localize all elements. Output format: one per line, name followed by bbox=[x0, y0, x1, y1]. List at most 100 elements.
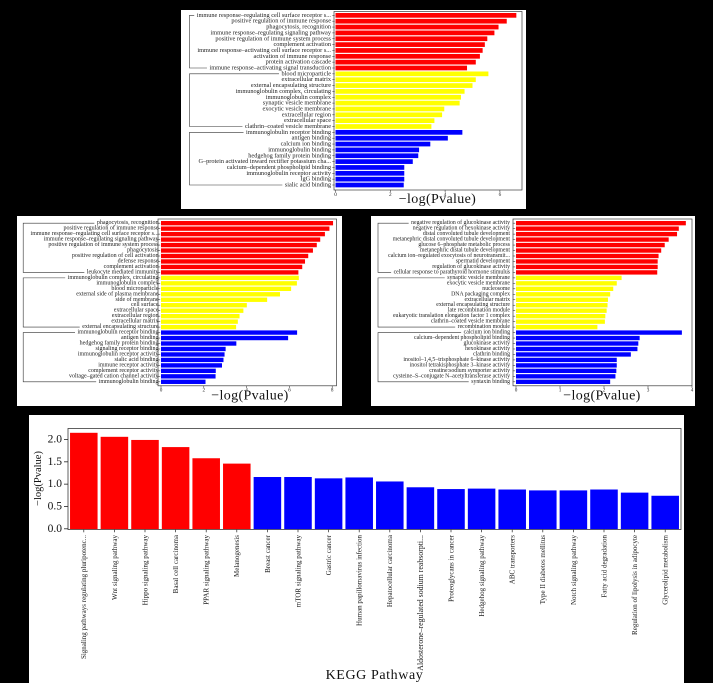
svg-text:nucleosome: nucleosome bbox=[482, 286, 510, 292]
svg-text:Breast cancer: Breast cancer bbox=[264, 534, 272, 573]
svg-text:phagocytosis, recognition: phagocytosis, recognition bbox=[97, 220, 159, 226]
svg-text:phagocytosis: phagocytosis bbox=[127, 248, 159, 254]
svg-text:antigen binding: antigen binding bbox=[292, 135, 332, 142]
svg-text:positive regulation of immune: positive regulation of immune response bbox=[231, 18, 331, 25]
svg-text:PPAR signaling pathway: PPAR signaling pathway bbox=[203, 535, 211, 605]
svg-text:immune response–regulating cel: immune response–regulating cell surface … bbox=[31, 230, 159, 237]
svg-text:hexokinase activity: hexokinase activity bbox=[465, 346, 510, 352]
svg-text:positive regulation of cell ac: positive regulation of cell activation bbox=[72, 252, 159, 259]
svg-text:external encapsulating structu: external encapsulating structure bbox=[436, 302, 510, 308]
svg-text:Aldosterone–regulated sodium r: Aldosterone–regulated sodium reabsorpti.… bbox=[416, 535, 425, 671]
svg-text:Hepatocellular carcinoma: Hepatocellular carcinoma bbox=[386, 534, 394, 607]
svg-text:−log(Pvalue): −log(Pvalue) bbox=[33, 451, 44, 506]
svg-text:Melanogenesis: Melanogenesis bbox=[233, 535, 241, 577]
svg-text:complement activation: complement activation bbox=[273, 41, 331, 48]
svg-text:phagocytosis, recognition: phagocytosis, recognition bbox=[266, 24, 332, 31]
svg-text:immune response–regulating sig: immune response–regulating signaling pat… bbox=[44, 237, 159, 243]
svg-text:metanephric distal convoluted: metanephric distal convoluted tubule dev… bbox=[393, 237, 511, 243]
svg-text:syntaxin binding: syntaxin binding bbox=[471, 379, 510, 385]
svg-text:Hedgehog signaling pathway: Hedgehog signaling pathway bbox=[478, 535, 486, 617]
svg-text:immunoglobulin receptor bindin: immunoglobulin receptor binding bbox=[246, 129, 332, 136]
svg-text:calcium ion–regulated exocytos: calcium ion–regulated exocytosis of neur… bbox=[388, 252, 510, 259]
svg-text:clathrin–coated vesicle membra: clathrin–coated vesicle membrane bbox=[245, 123, 331, 130]
svg-text:Regulation of lipolysis in adi: Regulation of lipolysis in adipocyte bbox=[631, 535, 639, 635]
svg-text:protein activation cascade: protein activation cascade bbox=[266, 59, 332, 66]
svg-text:immune response–activating cel: immune response–activating cell surface … bbox=[197, 47, 331, 54]
svg-text:1.0: 1.0 bbox=[48, 478, 63, 490]
svg-text:1.5: 1.5 bbox=[48, 456, 63, 468]
svg-text:0.5: 0.5 bbox=[48, 500, 63, 512]
svg-text:immune receptor activity: immune receptor activity bbox=[98, 362, 158, 368]
svg-text:defense response: defense response bbox=[118, 257, 159, 264]
svg-text:regulation of glucokinase acti: regulation of glucokinase activity bbox=[432, 263, 510, 270]
svg-text:external encapsulating structu: external encapsulating structure bbox=[251, 82, 331, 89]
svg-text:immunoglobulin complex, circul: immunoglobulin complex, circulating bbox=[68, 275, 159, 281]
svg-text:distal convoluted tubule devel: distal convoluted tubule development bbox=[423, 231, 510, 237]
svg-text:G–protein activated inward rec: G–protein activated inward rectifier pot… bbox=[198, 158, 331, 165]
svg-text:clathrin binding: clathrin binding bbox=[473, 351, 510, 357]
svg-text:exocytic vesicle membrane: exocytic vesicle membrane bbox=[262, 105, 331, 112]
svg-text:8: 8 bbox=[331, 388, 334, 394]
svg-text:2: 2 bbox=[603, 388, 606, 394]
svg-text:immunoglobulin receptor activi: immunoglobulin receptor activity bbox=[78, 351, 159, 357]
svg-text:calcium ion binding: calcium ion binding bbox=[464, 330, 510, 336]
svg-text:2: 2 bbox=[203, 388, 206, 394]
svg-text:leukocyte mediated immunity: leukocyte mediated immunity bbox=[87, 269, 159, 275]
svg-text:Wnt signaling pathway: Wnt signaling pathway bbox=[111, 535, 119, 600]
svg-text:exocytic vesicle membrane: exocytic vesicle membrane bbox=[447, 280, 511, 286]
svg-text:voltage–gated cation channel a: voltage–gated cation channel activity bbox=[69, 373, 158, 379]
svg-text:0.0: 0.0 bbox=[48, 523, 63, 535]
svg-text:Glycerolipid metabolism: Glycerolipid metabolism bbox=[662, 534, 670, 604]
svg-text:extracellular matrix: extracellular matrix bbox=[282, 76, 332, 83]
svg-text:3: 3 bbox=[647, 388, 650, 394]
svg-text:−log(Pvalue): −log(Pvalue) bbox=[563, 389, 640, 404]
svg-text:immunoglobulin receptor activi: immunoglobulin receptor activity bbox=[246, 170, 331, 177]
svg-text:extracellular space: extracellular space bbox=[284, 117, 331, 124]
svg-text:4: 4 bbox=[691, 388, 694, 394]
svg-text:immunoglobulin complex: immunoglobulin complex bbox=[96, 280, 158, 286]
svg-text:immune response–activating sig: immune response–activating signal transd… bbox=[209, 65, 331, 72]
svg-text:4: 4 bbox=[245, 388, 248, 394]
svg-text:6: 6 bbox=[499, 192, 502, 198]
svg-text:Notch signaling pathway: Notch signaling pathway bbox=[570, 535, 578, 605]
svg-text:immune response–regulating cel: immune response–regulating cell surface … bbox=[197, 12, 332, 19]
svg-text:recombination module: recombination module bbox=[458, 324, 511, 330]
svg-text:KEGG Pathway: KEGG Pathway bbox=[326, 668, 424, 683]
svg-text:complement receptor activity: complement receptor activity bbox=[88, 368, 158, 374]
svg-text:side of membrane: side of membrane bbox=[116, 296, 159, 303]
svg-text:Human papillomavirus infection: Human papillomavirus infection bbox=[356, 535, 364, 626]
svg-text:cell surface: cell surface bbox=[131, 301, 159, 308]
svg-text:calcium–dependent phospholipid: calcium–dependent phospholipid binding bbox=[414, 335, 510, 341]
svg-text:ABC transporters: ABC transporters bbox=[509, 535, 517, 584]
svg-text:sialic acid binding: sialic acid binding bbox=[285, 182, 332, 189]
svg-text:negative regulation of hexokin: negative regulation of hexokinase activi… bbox=[413, 225, 510, 232]
svg-text:Gastric cancer: Gastric cancer bbox=[325, 534, 333, 575]
svg-text:0: 0 bbox=[160, 388, 163, 394]
svg-text:eukaryotic translation elongat: eukaryotic translation elongation factor… bbox=[393, 312, 510, 319]
svg-text:cysteine–S–conjugate N–acetylt: cysteine–S–conjugate N–acetyltransferase… bbox=[393, 372, 510, 379]
svg-text:cellular response to parathyro: cellular response to parathyroid hormone… bbox=[394, 269, 511, 275]
svg-text:Fatty acid degradation: Fatty acid degradation bbox=[600, 535, 608, 598]
svg-text:1: 1 bbox=[559, 388, 562, 394]
svg-text:external encapsulating structu: external encapsulating structure bbox=[82, 324, 159, 330]
svg-text:positive regulation of immune: positive regulation of immune system pro… bbox=[48, 241, 159, 248]
svg-text:external side of plasma membra: external side of plasma membrane bbox=[76, 290, 159, 297]
svg-text:−log(Pvalue): −log(Pvalue) bbox=[211, 389, 288, 404]
svg-text:positive regulation of immune: positive regulation of immune system pro… bbox=[215, 35, 331, 42]
svg-text:hedgehog family protein bindin: hedgehog family protein binding bbox=[80, 340, 159, 347]
svg-text:complement activation: complement activation bbox=[104, 264, 159, 270]
svg-text:synaptic vesicle membrane: synaptic vesicle membrane bbox=[263, 100, 331, 107]
svg-text:blood microparticle: blood microparticle bbox=[111, 286, 158, 292]
svg-text:4: 4 bbox=[444, 192, 447, 198]
svg-text:2: 2 bbox=[389, 192, 392, 198]
svg-text:extracellular space: extracellular space bbox=[114, 308, 159, 314]
svg-text:hedgehog family protein bindin: hedgehog family protein binding bbox=[248, 152, 332, 159]
svg-text:Basal cell carcinoma: Basal cell carcinoma bbox=[172, 534, 180, 593]
svg-text:DNA packaging complex: DNA packaging complex bbox=[451, 291, 510, 297]
svg-text:immunoglobulin complex: immunoglobulin complex bbox=[266, 94, 332, 101]
svg-text:activation of immune response: activation of immune response bbox=[254, 53, 332, 60]
svg-text:late recombination module: late recombination module bbox=[448, 308, 511, 314]
svg-text:calcium ion binding: calcium ion binding bbox=[281, 141, 332, 148]
svg-text:extracellular matrix: extracellular matrix bbox=[111, 319, 158, 325]
svg-text:sialic acid binding: sialic acid binding bbox=[115, 357, 159, 363]
